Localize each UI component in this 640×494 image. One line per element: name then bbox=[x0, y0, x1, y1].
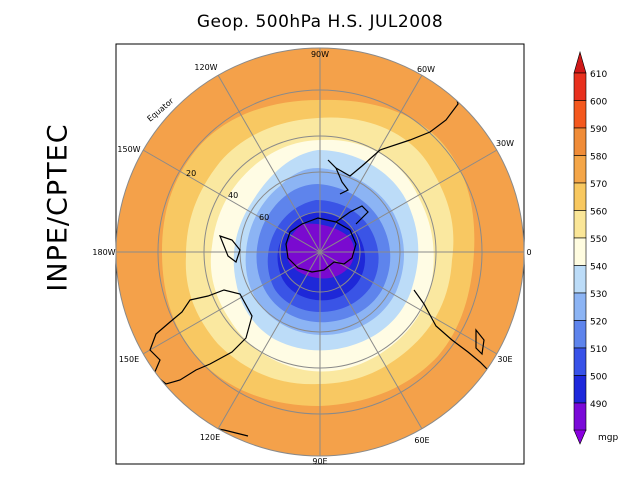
colorbar-label-560: 560 bbox=[590, 208, 607, 218]
lat-label-40: 40 bbox=[228, 191, 238, 200]
colorbar-label-520: 520 bbox=[590, 318, 607, 328]
colorbar-swatch-610 bbox=[573, 72, 587, 101]
geopotential-field bbox=[116, 48, 524, 456]
lon-label-60w: 60W bbox=[417, 65, 435, 74]
meridians bbox=[116, 48, 524, 456]
map-boundary bbox=[115, 47, 525, 457]
colorbar-label-570: 570 bbox=[590, 180, 607, 190]
lon-label-180w: 180W bbox=[92, 248, 115, 257]
colorbar: 610600590580570560550540530520510500490 … bbox=[573, 50, 618, 445]
colorbar-label-530: 530 bbox=[590, 290, 607, 300]
colorbar-label-510: 510 bbox=[590, 345, 607, 355]
colorbar-label-540: 540 bbox=[590, 263, 607, 273]
lon-label-30e: 30E bbox=[497, 355, 512, 364]
colorbar-swatch-540 bbox=[573, 265, 587, 294]
lon-label-120w: 120W bbox=[194, 63, 217, 72]
colorbar-swatch-510 bbox=[573, 347, 587, 376]
colorbar-top-arrow bbox=[573, 50, 587, 74]
lat-label-20: 20 bbox=[186, 169, 196, 178]
colorbar-swatch-570 bbox=[573, 182, 587, 211]
lon-label-150w: 150W bbox=[117, 145, 140, 154]
colorbar-label-580: 580 bbox=[590, 153, 607, 163]
colorbar-swatch-550 bbox=[573, 237, 587, 266]
colorbar-swatch-580 bbox=[573, 155, 587, 184]
colorbar-swatch-600 bbox=[573, 100, 587, 129]
colorbar-swatch-490 bbox=[573, 402, 587, 431]
lon-label-120e: 120E bbox=[200, 433, 220, 442]
lon-label-90w: 90W bbox=[311, 50, 329, 59]
colorbar-unit: mgp bbox=[598, 433, 618, 443]
map-title: Geop. 500hPa H.S. JUL2008 bbox=[196, 12, 444, 32]
lon-label-150e: 150E bbox=[119, 355, 139, 364]
colorbar-label-550: 550 bbox=[590, 235, 607, 245]
lat-label-60: 60 bbox=[259, 213, 269, 222]
lon-label-60e: 60E bbox=[414, 436, 429, 445]
lon-label-30w: 30W bbox=[496, 139, 514, 148]
colorbar-swatch-520 bbox=[573, 320, 587, 349]
colorbar-swatch-500 bbox=[573, 375, 587, 404]
colorbar-label-500: 500 bbox=[590, 373, 607, 383]
colorbar-label-600: 600 bbox=[590, 98, 607, 108]
colorbar-swatch-590 bbox=[573, 127, 587, 156]
colorbar-bottom-arrow bbox=[573, 429, 587, 445]
colorbar-swatch-530 bbox=[573, 292, 587, 321]
colorbar-label-490: 490 bbox=[590, 400, 607, 410]
colorbar-label-610: 610 bbox=[590, 70, 607, 80]
lon-label-90e: 90E bbox=[312, 457, 327, 466]
colorbar-label-590: 590 bbox=[590, 125, 607, 135]
lon-label-0: 0 bbox=[526, 248, 531, 257]
colorbar-swatch-560 bbox=[573, 210, 587, 239]
